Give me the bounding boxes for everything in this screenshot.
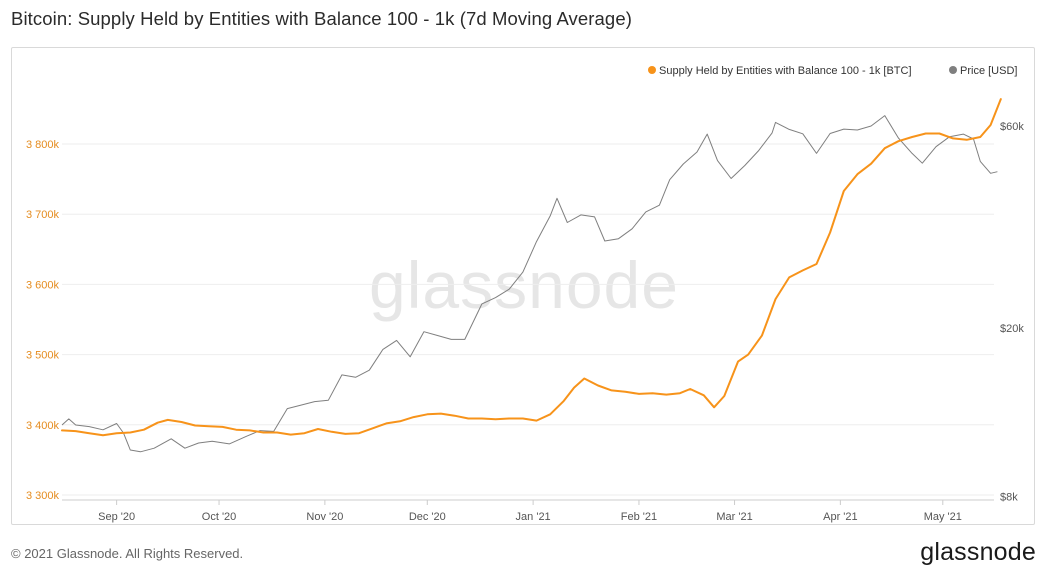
price-line	[61, 115, 998, 453]
legend-label-supply: Supply Held by Entities with Balance 100…	[659, 65, 912, 77]
chart-panel: glassnode 3 300k 3 400k 3 500k 3 600k 3 700k…	[11, 47, 1035, 525]
x-tick-label: Mar '21	[716, 511, 752, 523]
legend-dot-supply	[648, 66, 656, 74]
x-tick-label: Feb '21	[621, 511, 657, 523]
x-axis: Sep '20 Oct '20 Nov '20 Dec '20 Jan '21 Feb '…	[62, 499, 994, 523]
legend-label-price: Price [USD]	[960, 65, 1017, 77]
y-left-tick-label: 3 400k	[26, 420, 60, 432]
legend-dot-price	[949, 66, 957, 74]
x-tick-label: Sep '20	[98, 511, 135, 523]
y-left-tick-label: 3 500k	[26, 350, 60, 362]
x-tick-label: May '21	[924, 511, 962, 523]
series-supply	[61, 98, 1002, 437]
supply-line	[61, 98, 1002, 437]
y-right-tick-label: $8k	[1000, 491, 1018, 503]
chart-title: Bitcoin: Supply Held by Entities with Ba…	[11, 8, 632, 29]
x-tick-label: Dec '20	[409, 511, 446, 523]
chart-svg: glassnode 3 300k 3 400k 3 500k 3 600k 3 700k…	[26, 65, 1024, 523]
legend-item-supply[interactable]: Supply Held by Entities with Balance 100…	[648, 65, 912, 77]
x-tick-label: Oct '20	[202, 511, 237, 523]
series-price	[61, 115, 998, 453]
legend-item-price[interactable]: Price [USD]	[949, 65, 1017, 77]
y-left-tick-label: 3 300k	[26, 490, 60, 502]
y-right-tick-label: $20k	[1000, 323, 1024, 335]
y-axis-right: $8k $20k $60k	[1000, 121, 1024, 503]
y-left-tick-label: 3 800k	[26, 139, 60, 151]
x-tick-label: Nov '20	[306, 511, 343, 523]
x-tick-label: Apr '21	[823, 511, 858, 523]
y-left-tick-label: 3 700k	[26, 209, 60, 221]
grid-lines	[62, 143, 994, 496]
x-tick-label: Jan '21	[516, 511, 551, 523]
footer-logo[interactable]: glassnode	[920, 538, 1036, 566]
y-axis-left: 3 300k 3 400k 3 500k 3 600k 3 700k 3 800k	[26, 139, 60, 502]
watermark: glassnode	[369, 248, 679, 322]
legend[interactable]: Supply Held by Entities with Balance 100…	[648, 65, 1017, 77]
footer-copyright: © 2021 Glassnode. All Rights Reserved.	[11, 546, 244, 561]
y-left-tick-label: 3 600k	[26, 279, 60, 291]
y-right-tick-label: $60k	[1000, 121, 1024, 133]
